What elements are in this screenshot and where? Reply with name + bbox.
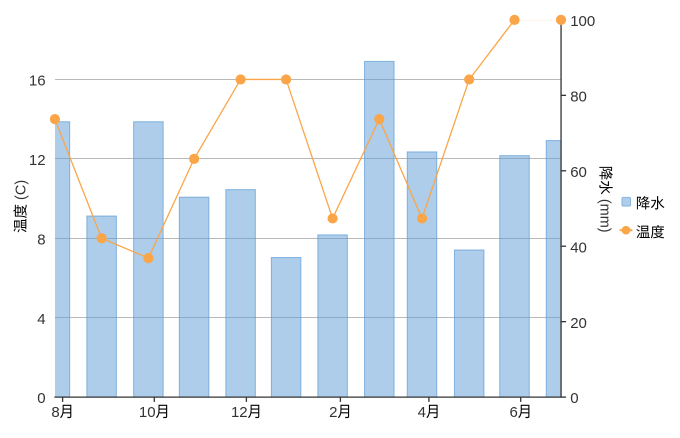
- svg-text:0: 0: [570, 390, 578, 407]
- svg-text:2: 2: [329, 404, 337, 421]
- svg-text:4: 4: [37, 311, 45, 328]
- svg-text:20: 20: [570, 315, 587, 332]
- svg-text:(mm): (mm): [597, 199, 613, 233]
- svg-text:(C): (C): [14, 180, 30, 200]
- svg-text:12: 12: [231, 404, 248, 421]
- svg-text:6: 6: [509, 404, 517, 421]
- svg-text:0: 0: [37, 390, 45, 407]
- svg-text:8: 8: [37, 231, 45, 248]
- svg-text:80: 80: [570, 88, 587, 105]
- svg-text:4: 4: [418, 404, 426, 421]
- svg-text:60: 60: [570, 164, 587, 181]
- svg-text:100: 100: [570, 13, 595, 30]
- svg-text:40: 40: [570, 239, 587, 256]
- svg-text:16: 16: [29, 73, 46, 90]
- svg-text:10: 10: [139, 404, 156, 421]
- svg-text:8: 8: [51, 404, 59, 421]
- svg-text:12: 12: [29, 152, 46, 169]
